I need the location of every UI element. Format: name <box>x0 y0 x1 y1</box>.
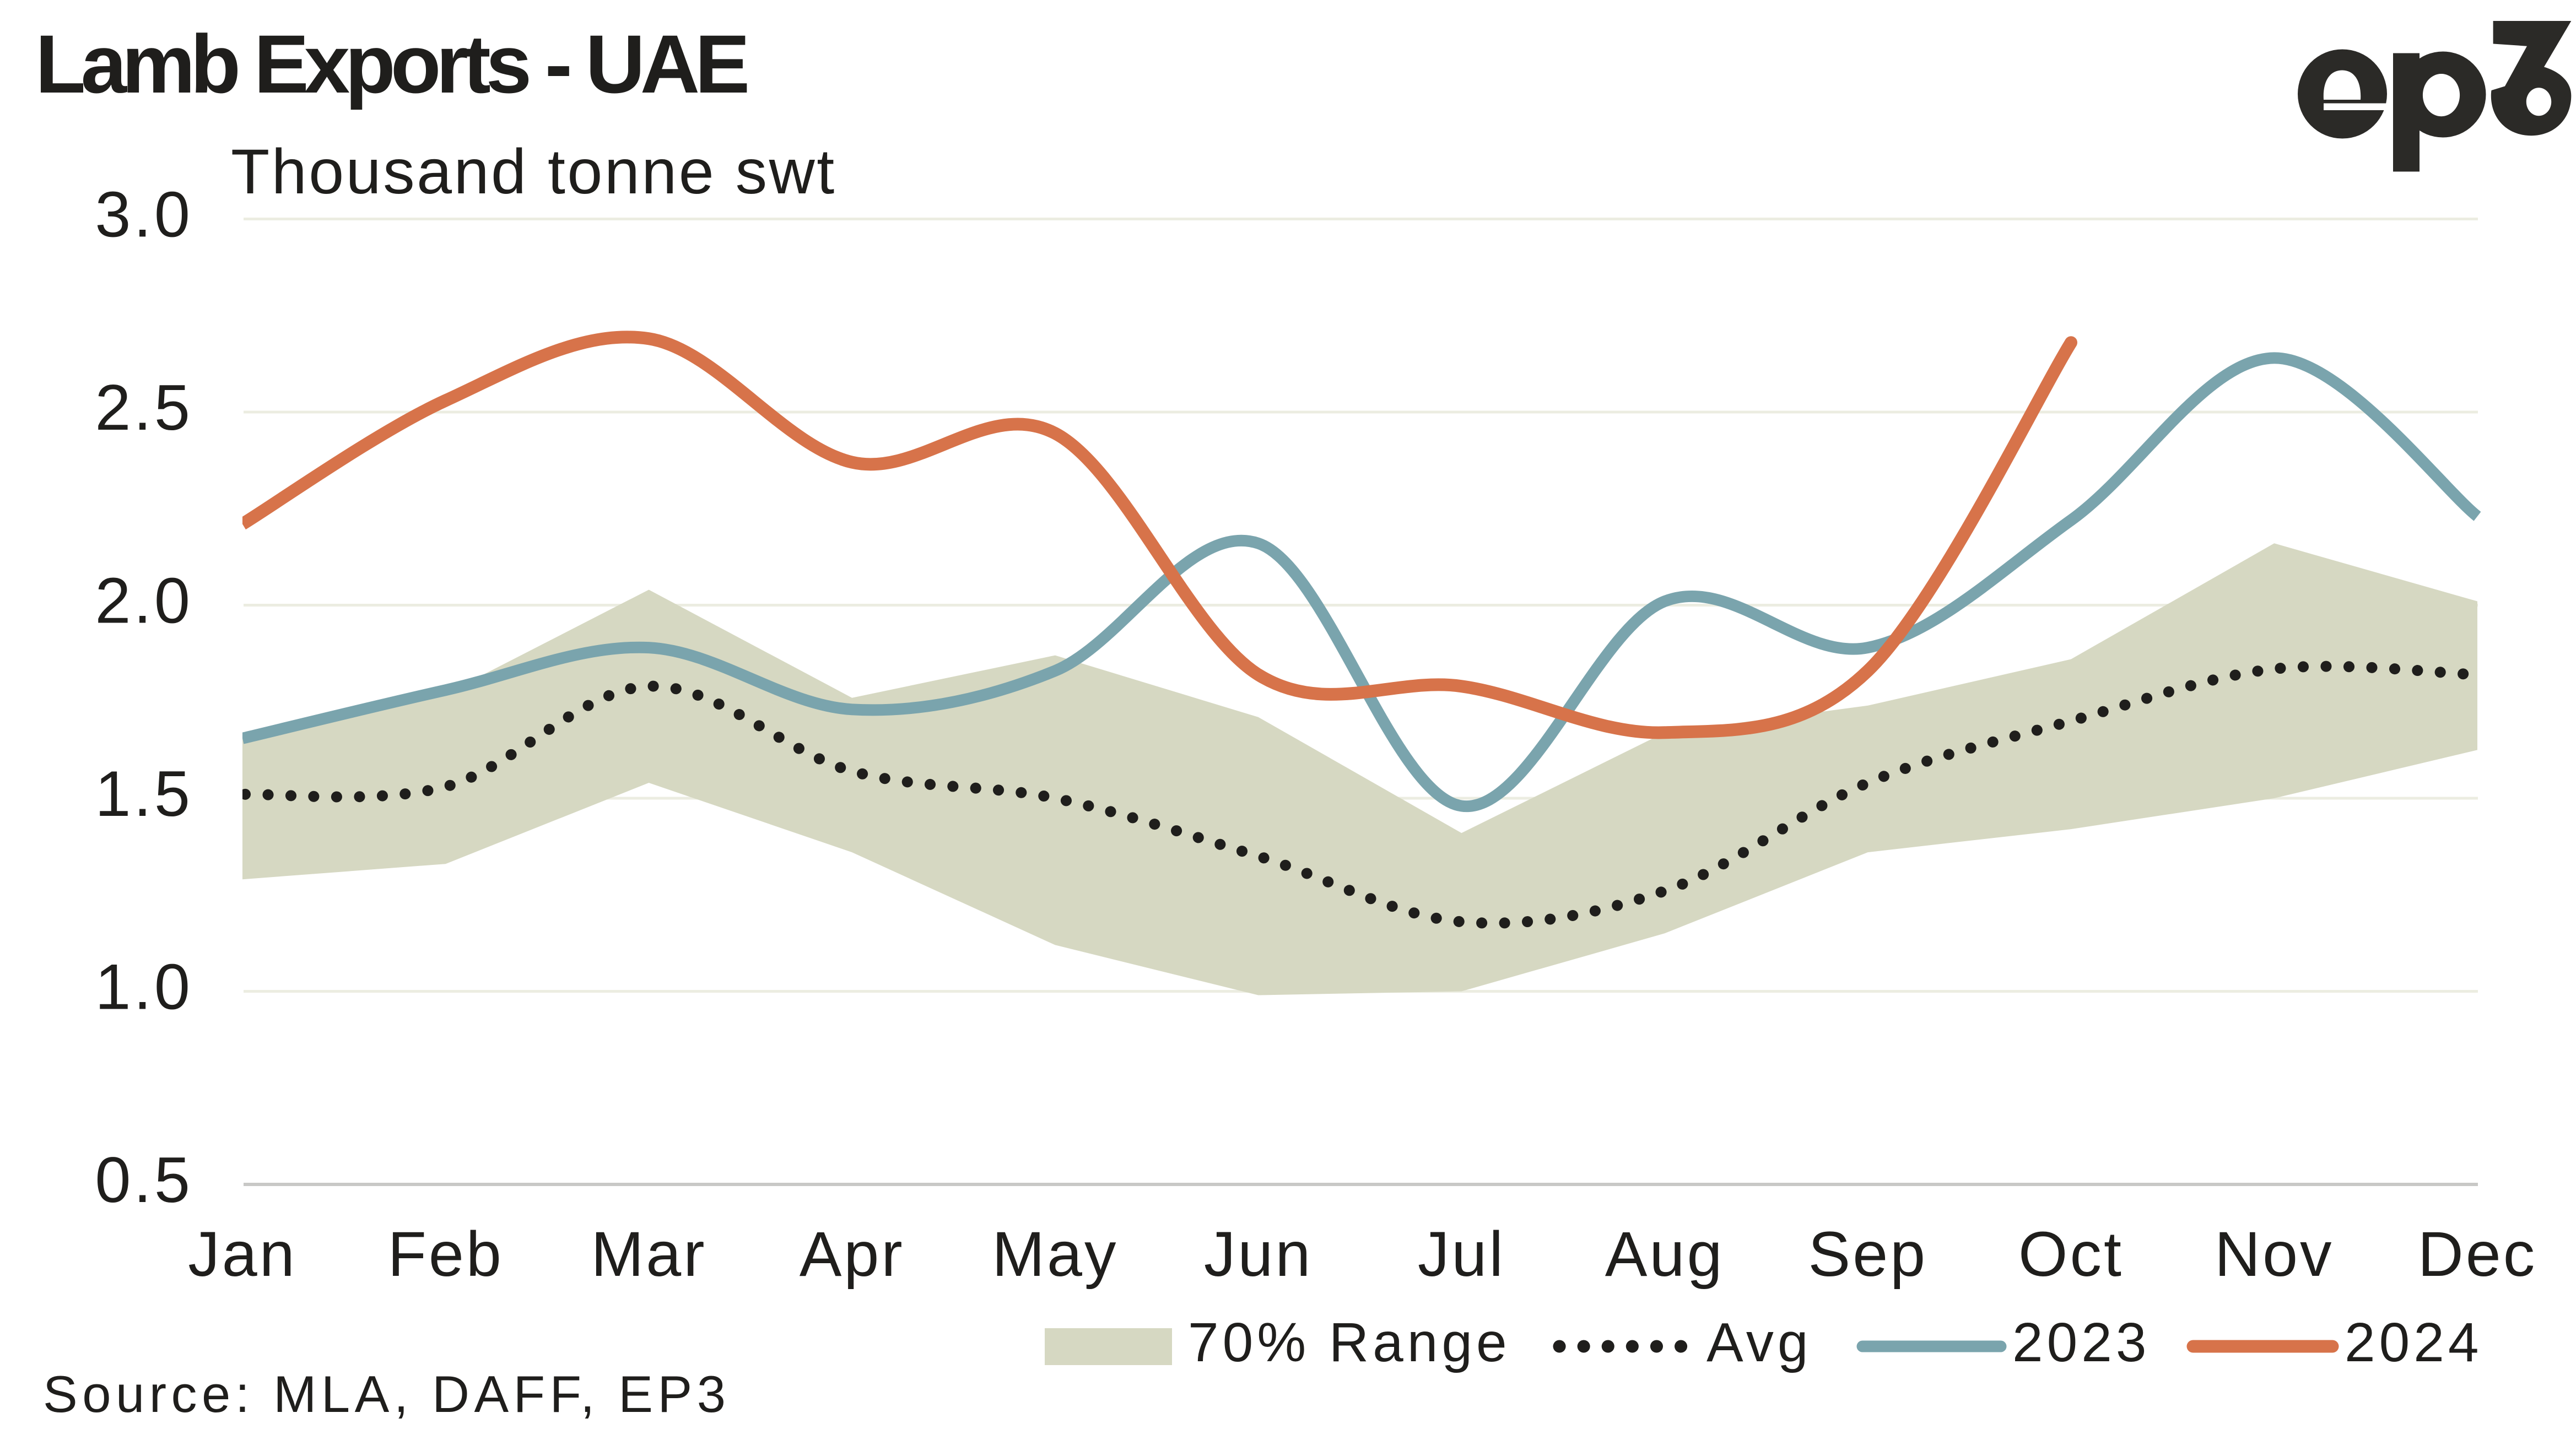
svg-text:2024: 2024 <box>2345 1312 2482 1373</box>
svg-text:2.5: 2.5 <box>95 371 193 443</box>
svg-text:Sep: Sep <box>1808 1219 1927 1290</box>
svg-text:Lamb Exports - UAE: Lamb Exports - UAE <box>35 18 747 110</box>
svg-text:Thousand tonne swt: Thousand tonne swt <box>231 137 836 207</box>
svg-text:3.0: 3.0 <box>95 178 193 251</box>
svg-text:2023: 2023 <box>2012 1312 2150 1373</box>
svg-text:Aug: Aug <box>1605 1219 1725 1290</box>
svg-text:Feb: Feb <box>388 1219 504 1290</box>
svg-text:Jan: Jan <box>188 1219 296 1290</box>
svg-text:Source: MLA, DAFF, EP3: Source: MLA, DAFF, EP3 <box>43 1365 730 1423</box>
svg-text:May: May <box>992 1219 1118 1290</box>
svg-text:Nov: Nov <box>2215 1219 2334 1290</box>
svg-text:Jul: Jul <box>1418 1219 1505 1290</box>
svg-text:Avg: Avg <box>1706 1312 1812 1373</box>
svg-text:70% Range: 70% Range <box>1188 1312 1511 1373</box>
svg-text:0.5: 0.5 <box>95 1144 193 1216</box>
svg-text:2.0: 2.0 <box>95 565 193 637</box>
svg-text:Dec: Dec <box>2418 1219 2537 1290</box>
svg-text:Jun: Jun <box>1204 1219 1313 1290</box>
svg-text:1.5: 1.5 <box>95 757 193 830</box>
svg-text:1.0: 1.0 <box>95 951 193 1023</box>
svg-text:Oct: Oct <box>2018 1219 2124 1290</box>
svg-text:Apr: Apr <box>800 1219 905 1290</box>
svg-text:Mar: Mar <box>591 1219 706 1290</box>
